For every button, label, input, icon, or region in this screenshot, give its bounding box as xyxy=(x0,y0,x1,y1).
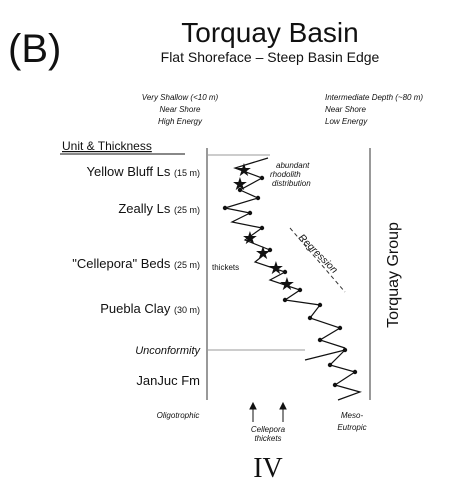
bottom-right: Eutropic xyxy=(337,423,366,432)
svg-text:★: ★ xyxy=(268,258,284,278)
sample-dots xyxy=(222,175,358,388)
right-header: Low Energy xyxy=(325,117,368,126)
figure-label: IV xyxy=(253,453,283,484)
arrows xyxy=(249,401,287,422)
rhodolith-stars: ★★ ★★★★ xyxy=(232,160,295,294)
unit: "Cellepora" Beds (25 m) xyxy=(72,256,200,271)
title: Torquay Basin xyxy=(181,17,358,48)
bottom-right: Meso- xyxy=(341,411,364,420)
bottom-middle: thickets xyxy=(254,434,281,443)
svg-text:★: ★ xyxy=(242,228,258,248)
unit: Puebla Clay (30 m) xyxy=(100,301,200,316)
unconformity-label: Unconformity xyxy=(135,345,201,357)
bottom-left: Oligotrophic xyxy=(157,411,200,420)
svg-text:★: ★ xyxy=(279,274,295,294)
left-header: Very Shallow (<10 m) xyxy=(142,93,219,102)
svg-text:★: ★ xyxy=(236,160,252,180)
unit: Yellow Bluff Ls (15 m) xyxy=(87,164,200,179)
unit: Zeally Ls (25 m) xyxy=(118,201,200,216)
annotation: rhodolith xyxy=(270,170,301,179)
unit: JanJuc Fm xyxy=(136,373,200,388)
svg-text:★: ★ xyxy=(232,174,248,194)
left-header: Near Shore xyxy=(160,105,201,114)
frame xyxy=(206,148,371,400)
panel-label: (B) xyxy=(8,27,61,71)
regression-line xyxy=(289,227,346,293)
annotation: thickets xyxy=(212,263,239,272)
left-header: High Energy xyxy=(158,117,203,126)
bottom-middle: Cellepora xyxy=(251,425,286,434)
sea-level-curve xyxy=(304,348,362,401)
subtitle: Flat Shoreface – Steep Basin Edge xyxy=(161,49,380,65)
annotation: distribution xyxy=(272,179,311,188)
right-header: Intermediate Depth (~80 m) xyxy=(325,93,423,102)
right-header: Near Shore xyxy=(325,105,366,114)
annotation: abundant xyxy=(276,161,310,170)
regression-label: Regression xyxy=(296,232,340,276)
units-heading: Unit & Thickness xyxy=(62,139,152,153)
group-label: Torquay Group xyxy=(385,222,402,328)
svg-text:★: ★ xyxy=(255,243,271,263)
